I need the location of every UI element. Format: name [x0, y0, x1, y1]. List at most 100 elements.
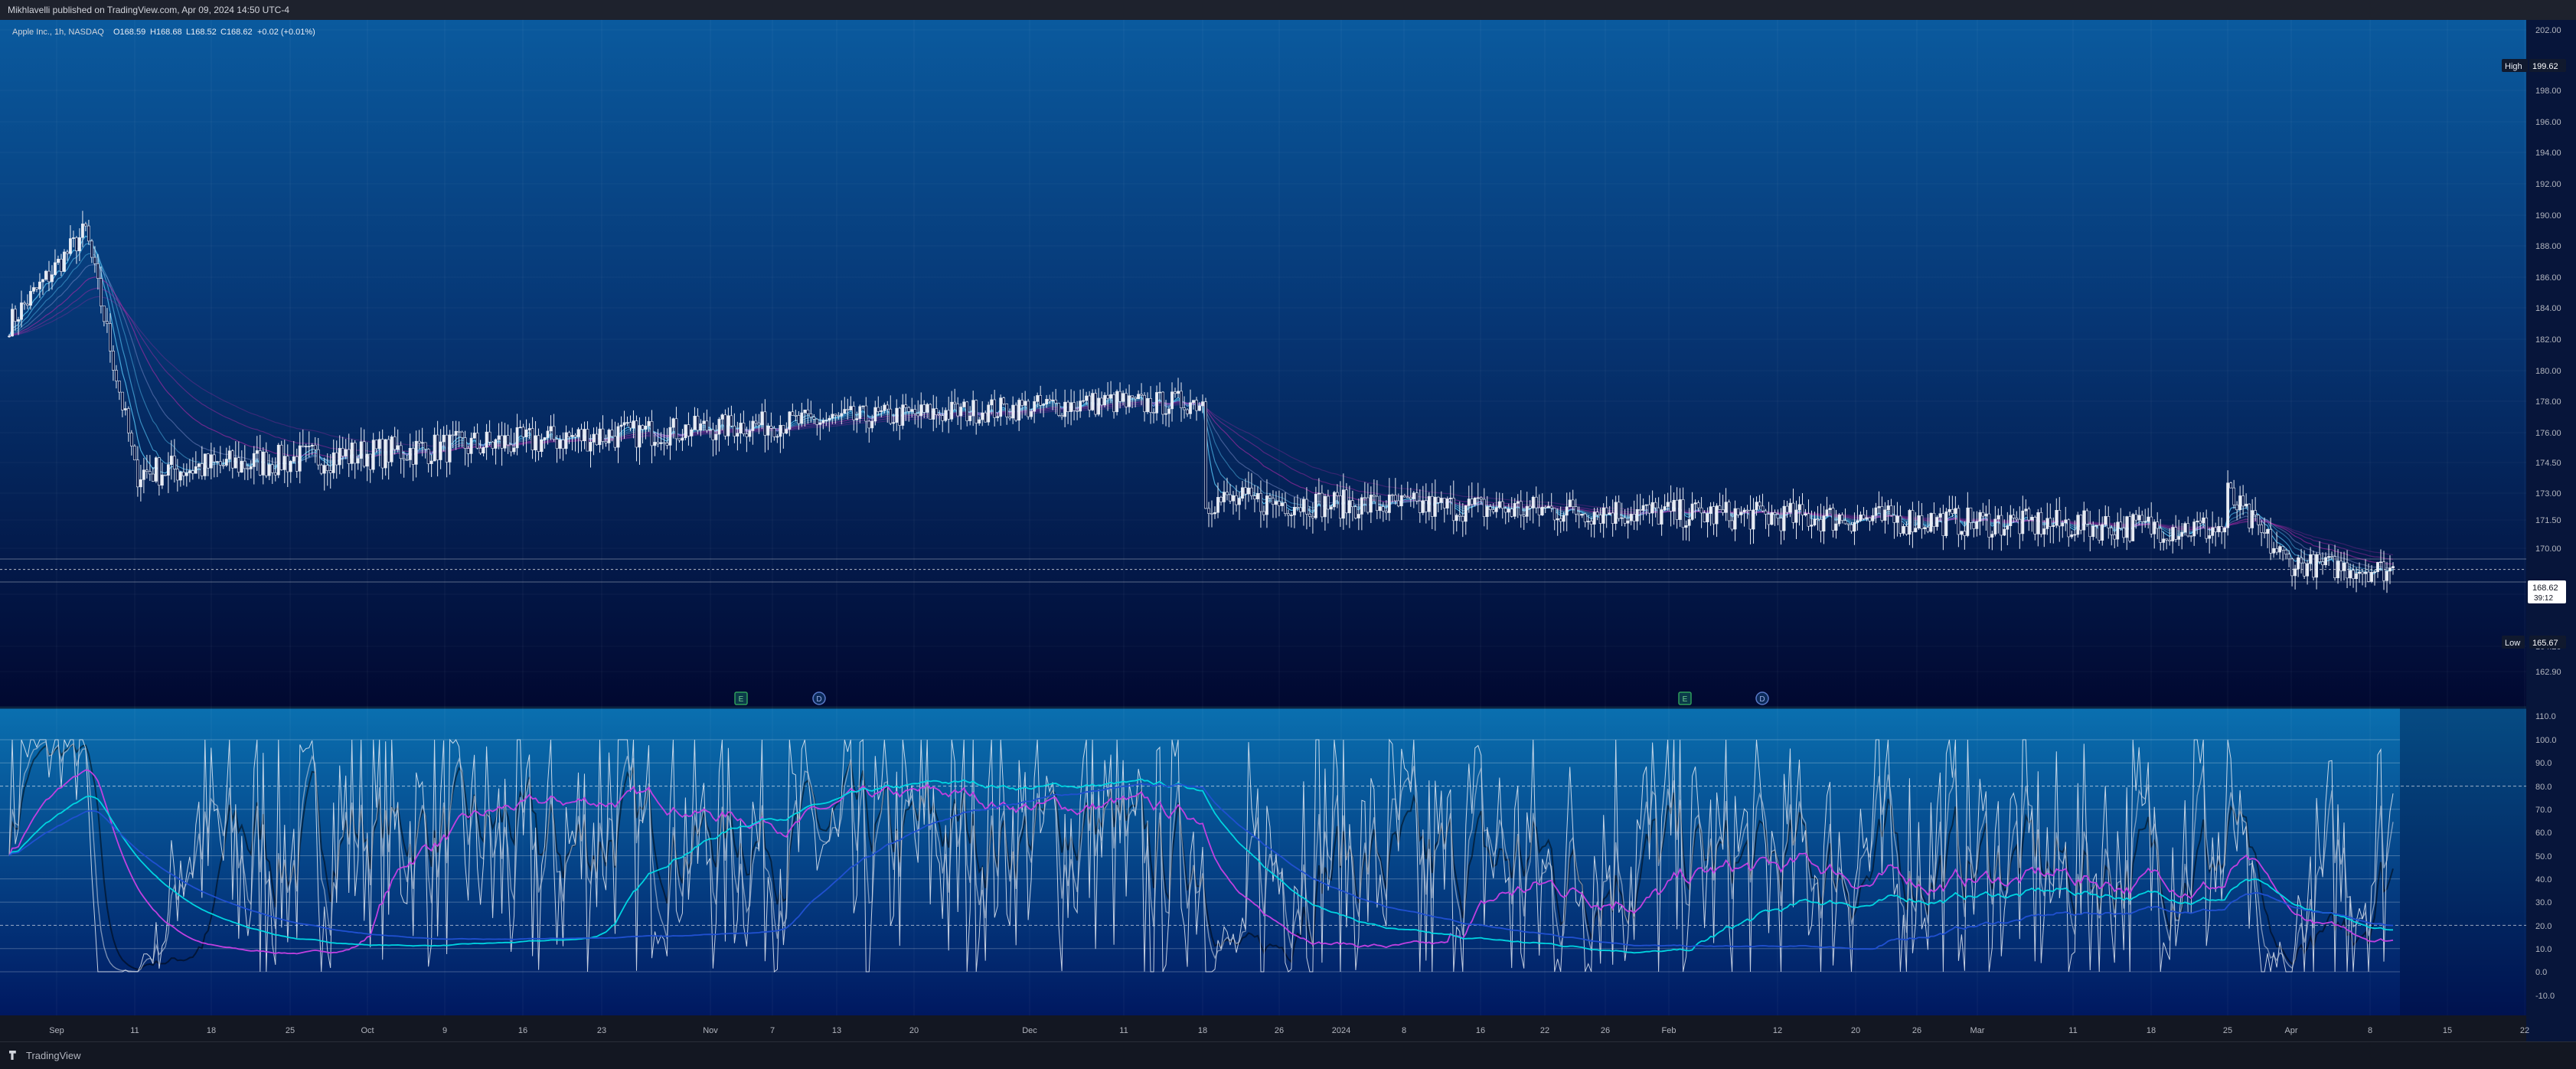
earnings-marker-icon [734, 691, 748, 705]
candle-body [531, 428, 534, 450]
candle-body [60, 259, 63, 272]
candle-body [457, 430, 461, 433]
candle-body [1534, 496, 1538, 508]
candle-body [632, 420, 635, 429]
candle-body [2137, 515, 2141, 521]
candle-body [433, 434, 436, 462]
oscillator-pane-background [0, 708, 2526, 1015]
candle-body [1859, 515, 1863, 521]
candle-body [1216, 497, 1219, 513]
candle-body [1262, 511, 1265, 515]
candle-body [188, 470, 191, 473]
oscillator [0, 708, 2526, 1015]
candle-body [1347, 500, 1351, 514]
candle-body [1060, 415, 1064, 417]
candle-body [1941, 513, 1945, 536]
candle-body [393, 436, 397, 450]
chart-canvas[interactable]: E D E D 202.00 198.00 196.00 194.00 192.00 190.0… [0, 20, 2576, 1041]
candle-body [1335, 492, 1339, 496]
candle-body [2165, 538, 2169, 541]
candle-body [310, 445, 314, 446]
candle-body [595, 433, 599, 446]
candle-body [1024, 400, 1027, 406]
candle-body [1601, 507, 1605, 524]
candle-body [1079, 400, 1082, 412]
event-marker-label: D [816, 695, 821, 704]
candle-body [953, 401, 957, 404]
time-axis-label: 20 [909, 1026, 919, 1035]
candle-body [733, 425, 736, 436]
candle-body [2229, 482, 2233, 489]
candle-body [806, 409, 810, 414]
candle-body [867, 420, 871, 429]
price-axis-label: 202.00 [2535, 26, 2561, 35]
candle-body [209, 454, 213, 469]
candle-body [1608, 512, 1611, 515]
candle-body [1421, 500, 1425, 513]
candle-body [500, 435, 504, 449]
candle-body [371, 440, 375, 470]
candle-body [1406, 496, 1409, 499]
candle-body [745, 433, 749, 437]
candle-body [1981, 512, 1985, 517]
candle-body [2392, 566, 2395, 569]
candle-body [212, 454, 216, 463]
candle-body [1779, 518, 1783, 531]
candle-body [1987, 513, 1991, 538]
candle-body [858, 406, 862, 419]
candle-body [1503, 508, 1507, 513]
candle-body [2349, 570, 2352, 579]
candle-body [2042, 528, 2046, 534]
candle-body [2315, 554, 2318, 578]
low-value: 165.67 [2532, 639, 2558, 648]
candle-body [674, 418, 678, 440]
last-price-box [2528, 580, 2566, 603]
candle-body [1118, 391, 1121, 402]
osc-cyan-line [8, 778, 2393, 954]
candle-body [169, 456, 173, 465]
candle-body [1748, 510, 1752, 530]
candle-body [2036, 512, 2040, 534]
candle-body [1752, 509, 1755, 530]
candle-body [2309, 554, 2312, 564]
candle-body [1718, 505, 1722, 510]
candle-body [2104, 516, 2107, 525]
candle-body [2343, 562, 2346, 571]
candle-body [1088, 395, 1091, 410]
candle-body [1115, 391, 1118, 413]
candle-body [2101, 524, 2104, 541]
candle-body [2064, 519, 2068, 524]
grid [0, 20, 2526, 1015]
candle-body [2033, 517, 2037, 534]
candle-body [414, 440, 418, 465]
candle-body [1458, 515, 1461, 517]
candle-body [552, 426, 556, 440]
symbol-legend[interactable]: Apple Inc., 1h, NASDAQ O168.59 H168.68 L… [12, 28, 315, 37]
candle-body [1381, 506, 1385, 512]
candle-body [316, 449, 320, 466]
legend-symbol: Apple Inc., 1h, NASDAQ [12, 28, 104, 37]
time-axis-label: 25 [2223, 1026, 2232, 1035]
candle-body [2012, 515, 2016, 518]
candle-body [54, 262, 57, 276]
candle-body [990, 399, 994, 406]
candle-body [2153, 521, 2156, 534]
candle-body [390, 436, 393, 463]
candle-body [2382, 561, 2385, 581]
candle-body [380, 439, 384, 469]
time-axis-label: 7 [770, 1026, 775, 1035]
candle-body [726, 415, 730, 436]
candle-body [1546, 505, 1550, 508]
candle-body [2094, 525, 2098, 527]
candle-body [1378, 506, 1382, 512]
candle-body [800, 412, 804, 424]
candle-body [2306, 563, 2309, 577]
candle-body [1650, 502, 1654, 514]
tradingview-logo[interactable]: TradingView [9, 1050, 81, 1061]
candle-body [1871, 515, 1875, 521]
candle-body [1464, 505, 1468, 522]
candle-body [1690, 503, 1694, 520]
candle-body [2251, 510, 2254, 528]
candle-body [628, 422, 632, 429]
